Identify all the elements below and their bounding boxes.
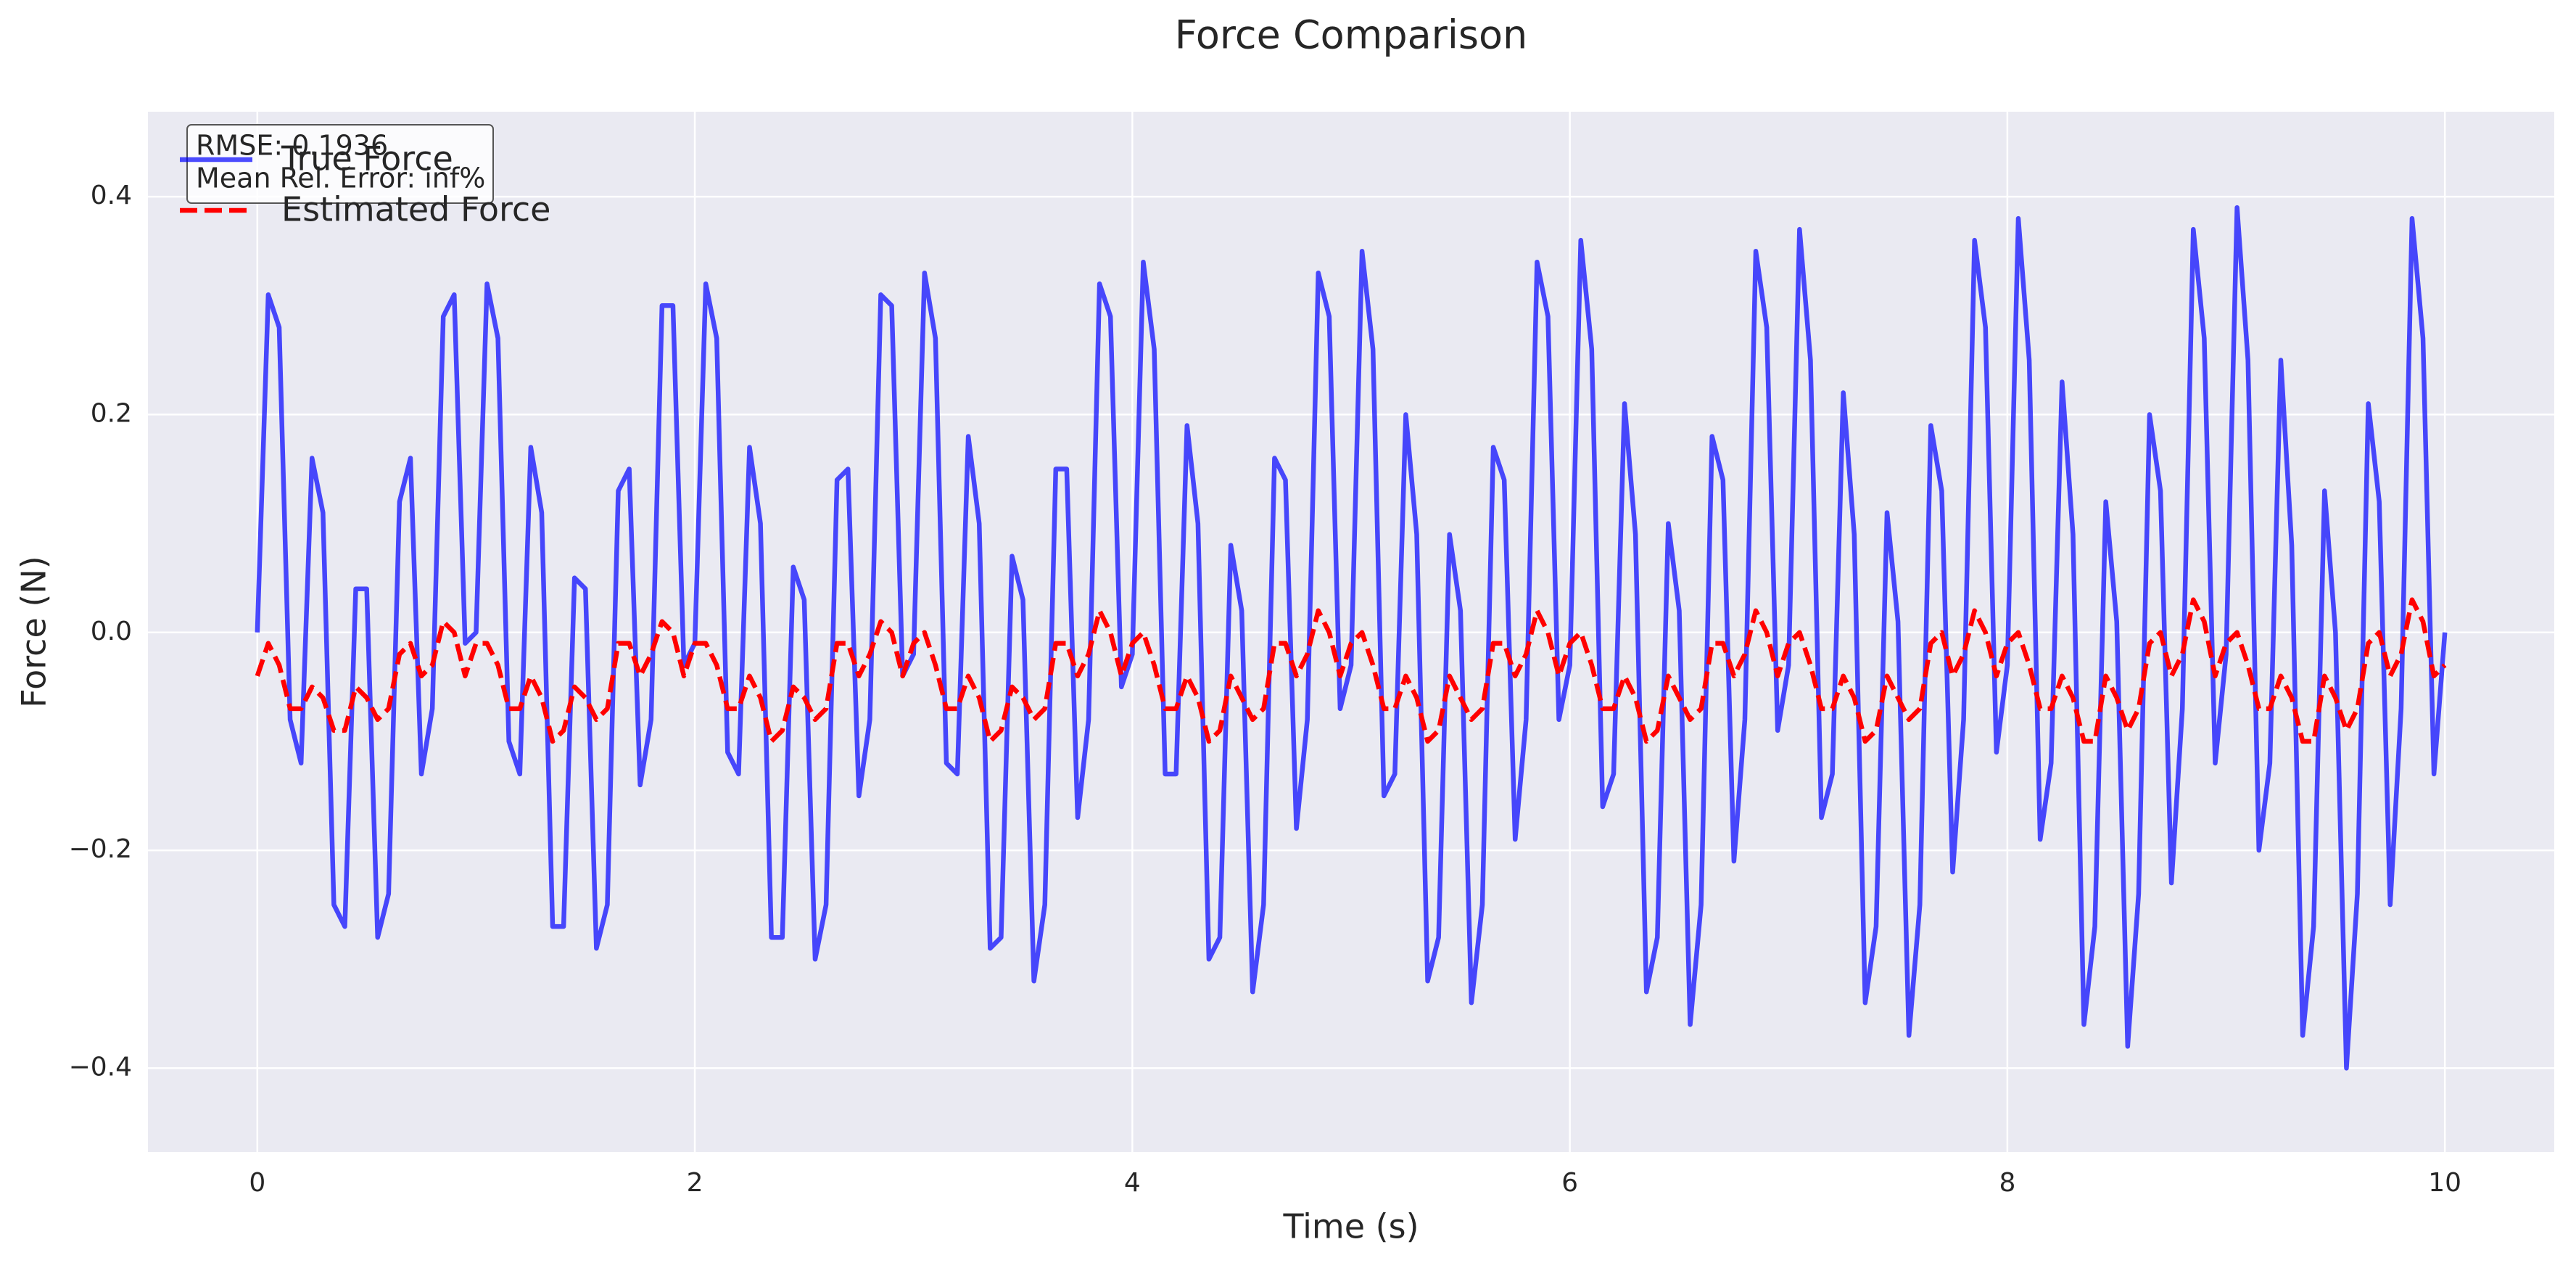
x-axis-label: Time (s) xyxy=(1282,1207,1419,1246)
y-tick-label: 0.2 xyxy=(91,398,132,428)
y-tick-label: 0.4 xyxy=(91,181,132,210)
x-tick-label: 4 xyxy=(1124,1168,1141,1198)
y-tick-label: −0.2 xyxy=(69,834,132,864)
y-tick-label: −0.4 xyxy=(69,1052,132,1082)
chart-title: Force Comparison xyxy=(1175,12,1528,58)
annotation-text: Mean Rel. Error: inf% xyxy=(196,163,485,194)
y-tick-label: 0.0 xyxy=(91,617,132,646)
x-tick-label: 0 xyxy=(249,1168,265,1198)
legend-label: True Force xyxy=(281,139,453,178)
annotation-text: RMSE: 0.1936 xyxy=(196,130,388,162)
series-line xyxy=(255,597,2447,744)
series-line xyxy=(255,205,2448,1071)
x-tick-label: 6 xyxy=(1561,1168,1578,1198)
y-axis-label: Force (N) xyxy=(15,556,54,707)
x-tick-label: 2 xyxy=(687,1168,703,1198)
legend-label: Estimated Force xyxy=(281,190,550,229)
x-tick-label: 10 xyxy=(2428,1168,2461,1198)
annotation-box xyxy=(186,124,494,204)
x-tick-label: 8 xyxy=(1999,1168,2015,1198)
